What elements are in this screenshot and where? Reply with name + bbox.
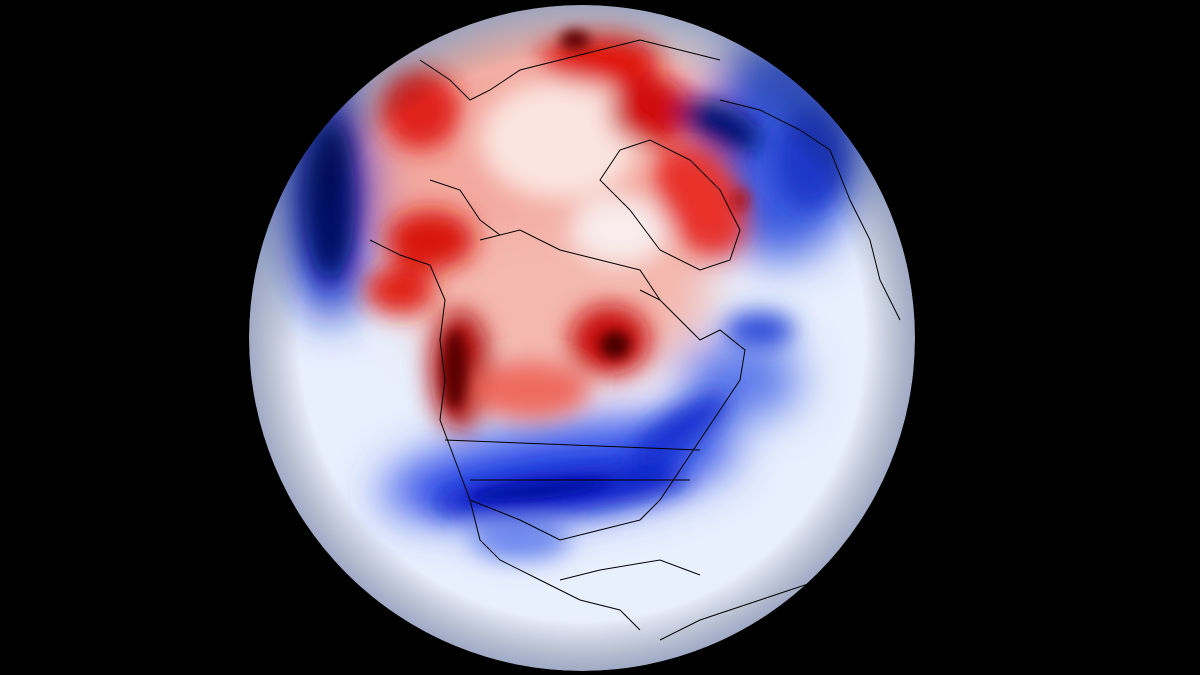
coastlines bbox=[369, 39, 901, 641]
limb-shading bbox=[249, 5, 915, 671]
globe bbox=[249, 5, 915, 671]
